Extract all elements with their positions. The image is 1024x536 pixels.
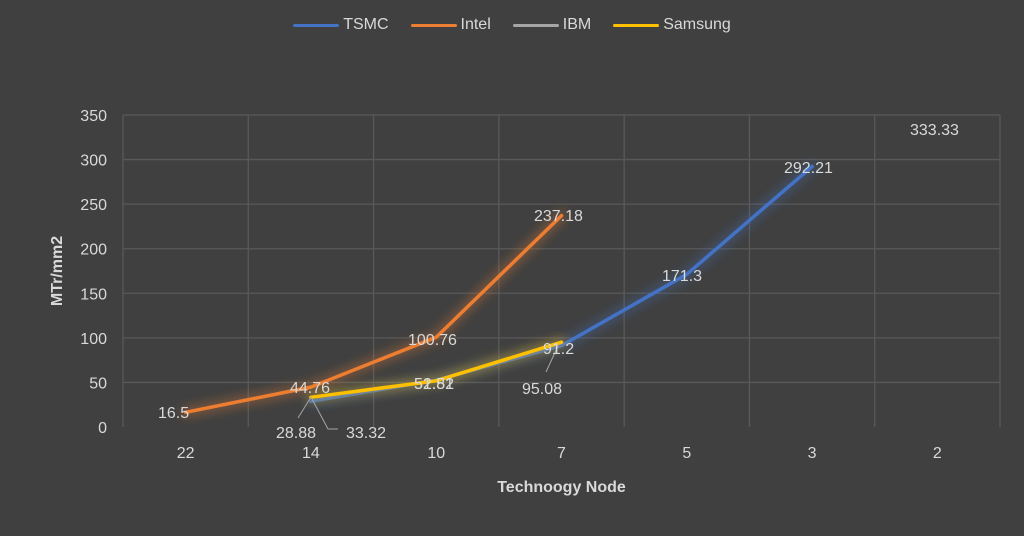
x-tick-label: 2 xyxy=(933,445,942,462)
x-axis-title: Technoogy Node xyxy=(497,479,626,496)
data-label-tsmc: 171.3 xyxy=(662,268,702,285)
legend-item-ibm: IBM xyxy=(512,16,592,34)
y-tick-label: 100 xyxy=(80,331,107,348)
legend-swatch-icon xyxy=(410,23,457,27)
series-line-tsmc xyxy=(309,164,814,404)
x-tick-label: 5 xyxy=(682,445,691,462)
y-tick-label: 0 xyxy=(98,420,107,437)
data-label-intel: 44.76 xyxy=(290,380,330,397)
data-label-ibm: 333.33 xyxy=(910,122,959,139)
x-tick-label: 7 xyxy=(557,445,566,462)
legend-item-intel: Intel xyxy=(410,16,491,34)
y-tick-label: 250 xyxy=(80,197,107,214)
y-tick-label: 300 xyxy=(80,153,107,170)
legend-item-samsung: Samsung xyxy=(613,16,731,34)
data-label-tsmc: 28.88 xyxy=(276,425,316,442)
data-label-tsmc: 91.2 xyxy=(543,341,574,358)
legend-label: Samsung xyxy=(663,16,731,33)
x-tick-label: 14 xyxy=(302,445,320,462)
y-tick-label: 350 xyxy=(80,108,107,125)
legend-item-tsmc: TSMC xyxy=(293,16,389,34)
legend-swatch-icon xyxy=(512,23,559,27)
data-label-intel: 16.5 xyxy=(158,405,189,422)
y-tick-label: 150 xyxy=(80,286,107,303)
legend-swatch-icon xyxy=(293,23,340,27)
legend-label: TSMC xyxy=(343,16,389,33)
series-line-samsung xyxy=(309,340,564,400)
data-label-tsmc: 52.51 xyxy=(414,376,454,393)
data-label-intel: 100.76 xyxy=(408,332,457,349)
data-label-samsung: 51.82 xyxy=(414,376,454,393)
x-tick-label: 22 xyxy=(177,445,195,462)
y-axis-title: MTr/mm2 xyxy=(49,236,66,306)
legend-label: Intel xyxy=(460,16,491,33)
chart-legend: TSMC Intel IBM Samsung xyxy=(0,16,1024,34)
y-tick-label: 50 xyxy=(89,375,107,392)
data-label-tsmc: 292.21 xyxy=(784,160,833,177)
legend-swatch-icon xyxy=(613,23,660,27)
data-label-samsung: 33.32 xyxy=(346,425,386,442)
y-tick-label: 200 xyxy=(80,242,107,259)
data-label-samsung: 95.08 xyxy=(522,381,562,398)
data-label-intel: 237.18 xyxy=(534,208,583,225)
grid xyxy=(122,114,1001,427)
x-tick-label: 10 xyxy=(427,445,445,462)
legend-label: IBM xyxy=(562,16,592,33)
series-line-intel xyxy=(183,213,564,415)
x-tick-label: 3 xyxy=(808,445,817,462)
